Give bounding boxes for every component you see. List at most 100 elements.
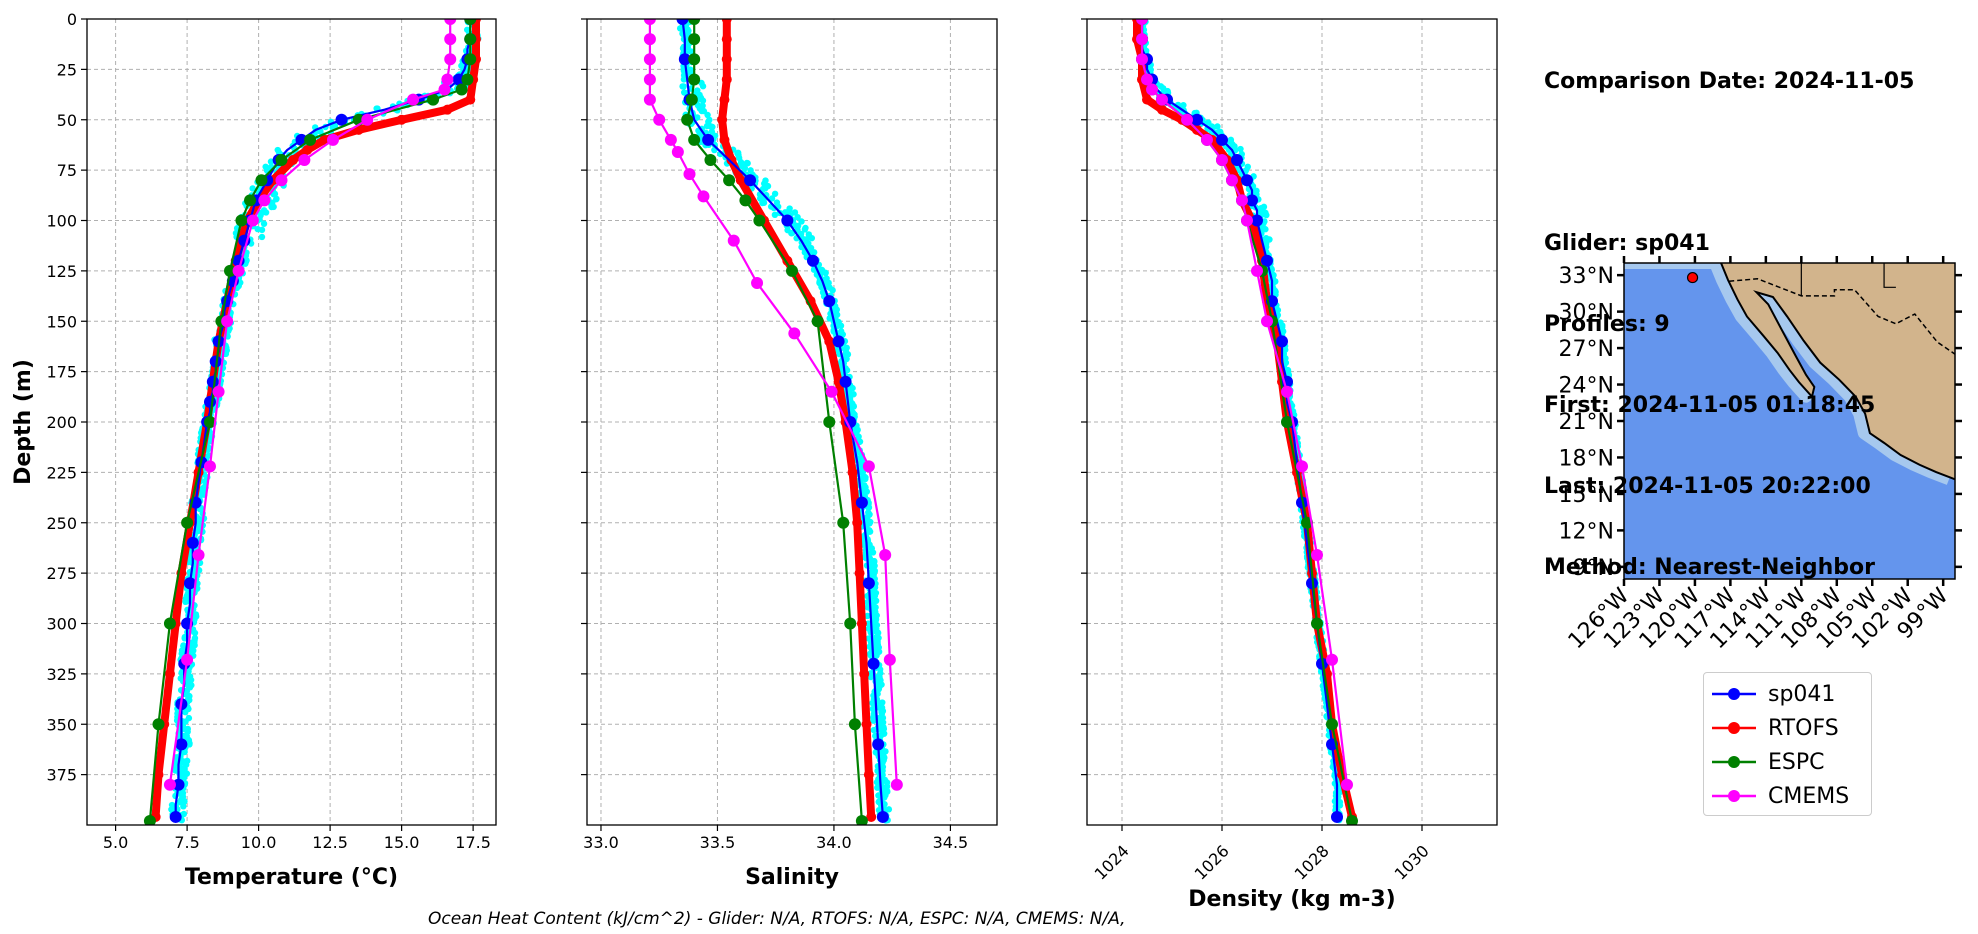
data-point-sp041 (1331, 810, 1343, 823)
legend-entry-espc: ESPC (1712, 747, 1825, 777)
data-point-sp041 (867, 657, 880, 670)
glider-point (743, 159, 751, 167)
data-point-espc (704, 154, 717, 167)
x-tick-label: 17.5 (455, 833, 491, 852)
glider-point (871, 562, 878, 569)
data-point-sp041 (186, 536, 199, 549)
data-point-sp041 (183, 577, 196, 590)
data-point-espc (464, 33, 477, 46)
panel-temperature: 5.0 7.5 10.0 12.5 15.0 17.5 0 25 50 75 100 125 150 17… (11, 10, 497, 890)
data-point-rtofs (863, 769, 874, 780)
data-point-espc (688, 133, 701, 146)
data-point-sp041 (823, 295, 836, 308)
axes-frame (86, 18, 497, 826)
data-point-espc (1346, 814, 1358, 825)
data-point-cmems (683, 168, 696, 181)
glider-point (837, 322, 845, 329)
y-tick-label: 325 (46, 665, 77, 684)
data-point-cmems (438, 83, 451, 96)
data-point-espc (844, 617, 857, 630)
data-point-espc (235, 214, 248, 227)
glider-point (195, 517, 203, 524)
data-point-rtofs (866, 811, 877, 822)
series-line-sp041 (681, 19, 884, 817)
data-point-sp041 (335, 113, 348, 126)
glider-point (880, 725, 888, 733)
data-point-espc (855, 814, 868, 825)
data-point-cmems (1136, 33, 1148, 46)
data-point-cmems (1136, 19, 1148, 25)
data-point-cmems (643, 19, 656, 25)
data-point-espc (461, 73, 474, 86)
data-point-espc (464, 19, 477, 25)
data-point-espc (786, 264, 798, 277)
data-point-rtofs (719, 134, 730, 145)
glider-point (249, 185, 256, 192)
data-point-cmems (1226, 174, 1238, 187)
series-line-espc (1140, 19, 1354, 822)
data-point-espc (811, 315, 824, 328)
last-profile-time: Last: 2024-11-05 20:22:00 (1544, 474, 1871, 499)
glider-point (768, 195, 776, 202)
data-point-espc (1281, 416, 1293, 428)
data-point-rtofs (859, 668, 870, 679)
data-point-sp041 (175, 738, 188, 751)
plot-area (1132, 19, 1358, 825)
glider-point (191, 629, 199, 637)
data-point-espc (848, 718, 861, 731)
glider-point (704, 111, 711, 119)
interpolation-method: Method: Nearest-Neighbor (1544, 555, 1875, 580)
glider-point (268, 203, 275, 211)
data-point-sp041 (678, 53, 691, 66)
data-point-cmems (1216, 154, 1228, 167)
glider-point (867, 673, 875, 681)
data-point-rtofs (721, 34, 732, 45)
glider-name: Glider: sp041 (1544, 231, 1710, 256)
glider-point (867, 557, 874, 564)
map-lat-label: 12°N (1559, 519, 1614, 544)
glider-point (201, 477, 209, 485)
glider-point (808, 234, 816, 242)
data-point-cmems (825, 385, 838, 398)
y-tick-label: 75 (57, 161, 77, 180)
data-point-espc (1326, 718, 1338, 731)
glider-point (687, 48, 695, 55)
glider-point (184, 672, 192, 679)
x-tick-label: 7.5 (174, 833, 199, 852)
glider-point (870, 726, 877, 734)
glider-point (771, 211, 779, 219)
data-point-cmems (643, 73, 656, 86)
data-point-cmems (727, 234, 740, 247)
data-point-espc (688, 53, 701, 66)
data-point-cmems (444, 19, 457, 25)
y-tick-label: 50 (57, 111, 77, 130)
data-point-espc (255, 174, 268, 187)
data-point-espc (152, 718, 165, 731)
glider-point (791, 221, 799, 229)
comparison-date: Comparison Date: 2024-11-05 (1544, 69, 1915, 94)
first-profile-time: First: 2024-11-05 01:18:45 (1544, 393, 1876, 418)
data-point-rtofs (852, 517, 863, 528)
data-point-cmems (246, 214, 259, 227)
data-point-sp041 (676, 19, 689, 25)
data-point-rtofs (717, 114, 728, 125)
glider-point (801, 226, 809, 233)
data-point-rtofs (465, 94, 476, 105)
data-point-cmems (181, 653, 194, 666)
data-point-rtofs (721, 19, 732, 24)
panel-density: 1024 1026 1028 1030 Density (kg m-3) (1081, 18, 1498, 912)
data-point-rtofs (847, 467, 858, 478)
data-point-cmems (1236, 194, 1248, 207)
national-border (1729, 278, 1955, 356)
glider-point (676, 25, 684, 32)
data-point-espc (753, 214, 766, 227)
data-point-sp041 (862, 577, 875, 590)
data-point-cmems (643, 33, 656, 46)
glider-point (866, 650, 874, 658)
y-tick-label: 375 (46, 766, 77, 785)
data-point-cmems (1296, 460, 1308, 473)
y-tick-label: 250 (46, 514, 77, 533)
data-point-rtofs (153, 769, 164, 780)
data-point-rtofs (319, 134, 330, 145)
data-point-sp041 (872, 738, 885, 751)
